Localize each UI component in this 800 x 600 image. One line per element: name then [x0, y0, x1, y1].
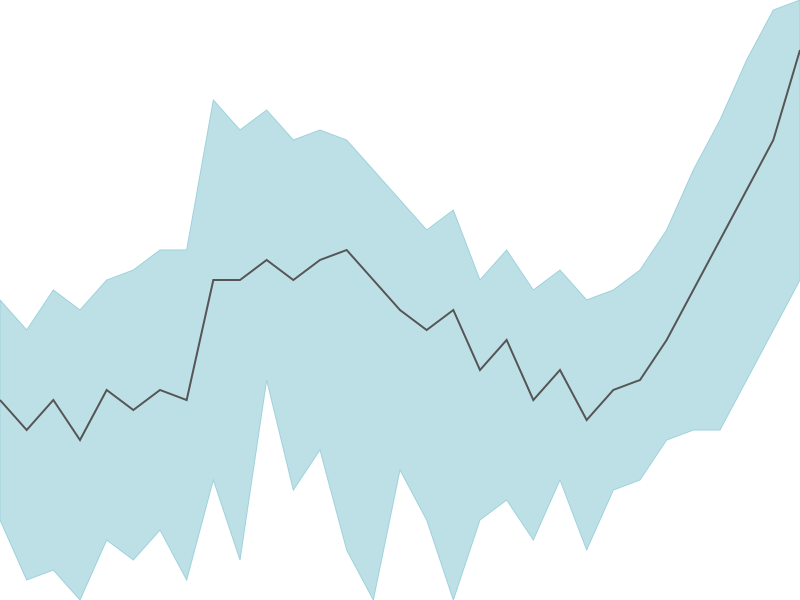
area-range-chart: [0, 0, 800, 600]
